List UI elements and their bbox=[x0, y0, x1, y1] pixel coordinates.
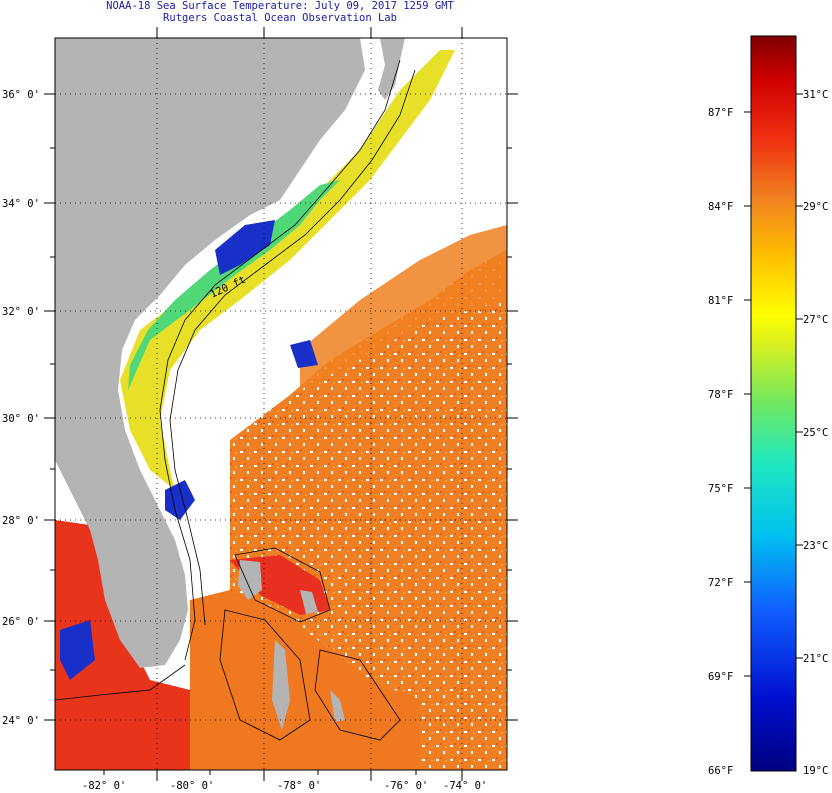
f-label: 78°F bbox=[708, 389, 733, 401]
c-label: 27°C bbox=[803, 314, 828, 326]
colorbar-ticks bbox=[744, 93, 803, 677]
graticule bbox=[55, 38, 507, 770]
latitude-labels: 36° 0' 34° 0' 32° 0' 30° 0' 28° 0' 26° 0… bbox=[2, 89, 40, 727]
lat-label: 24° 0' bbox=[2, 715, 40, 727]
fahrenheit-labels: 87°F 84°F 81°F 78°F 75°F 72°F 69°F 66°F bbox=[708, 107, 733, 777]
celsius-labels: 31°C 29°C 27°C 25°C 23°C 21°C 19°C bbox=[803, 89, 828, 777]
lon-label: -78° 0' bbox=[277, 780, 321, 792]
axis-ticks bbox=[44, 27, 518, 781]
f-label: 75°F bbox=[708, 483, 733, 495]
colorbar bbox=[750, 35, 797, 772]
map-area: 120 ft bbox=[55, 38, 507, 770]
c-label: 31°C bbox=[803, 89, 828, 101]
minor-ticks bbox=[50, 147, 512, 775]
map-frame bbox=[54, 37, 508, 771]
lon-label: -82° 0' bbox=[82, 780, 126, 792]
lat-label: 36° 0' bbox=[2, 89, 40, 101]
f-label: 66°F bbox=[708, 765, 733, 777]
lat-label: 30° 0' bbox=[2, 413, 40, 425]
map-subtitle: Rutgers Coastal Ocean Observation Lab bbox=[163, 12, 397, 24]
lon-label: -76° 0' bbox=[384, 780, 428, 792]
c-label: 29°C bbox=[803, 201, 828, 213]
lat-label: 26° 0' bbox=[2, 616, 40, 628]
lat-label: 28° 0' bbox=[2, 515, 40, 527]
f-label: 87°F bbox=[708, 107, 733, 119]
f-label: 81°F bbox=[708, 295, 733, 307]
f-label: 72°F bbox=[708, 577, 733, 589]
f-label: 69°F bbox=[708, 671, 733, 683]
lat-label: 32° 0' bbox=[2, 306, 40, 318]
lon-label: -74° 0' bbox=[443, 780, 487, 792]
c-label: 23°C bbox=[803, 540, 828, 552]
f-label: 84°F bbox=[708, 201, 733, 213]
c-label: 21°C bbox=[803, 653, 828, 665]
c-label: 25°C bbox=[803, 427, 828, 439]
c-label: 19°C bbox=[803, 765, 828, 777]
lat-label: 34° 0' bbox=[2, 198, 40, 210]
lon-label: -80° 0' bbox=[170, 780, 214, 792]
map-title: NOAA-18 Sea Surface Temperature: July 09… bbox=[106, 0, 454, 12]
longitude-labels: -82° 0' -80° 0' -78° 0' -76° 0' -74° 0' bbox=[82, 780, 487, 792]
